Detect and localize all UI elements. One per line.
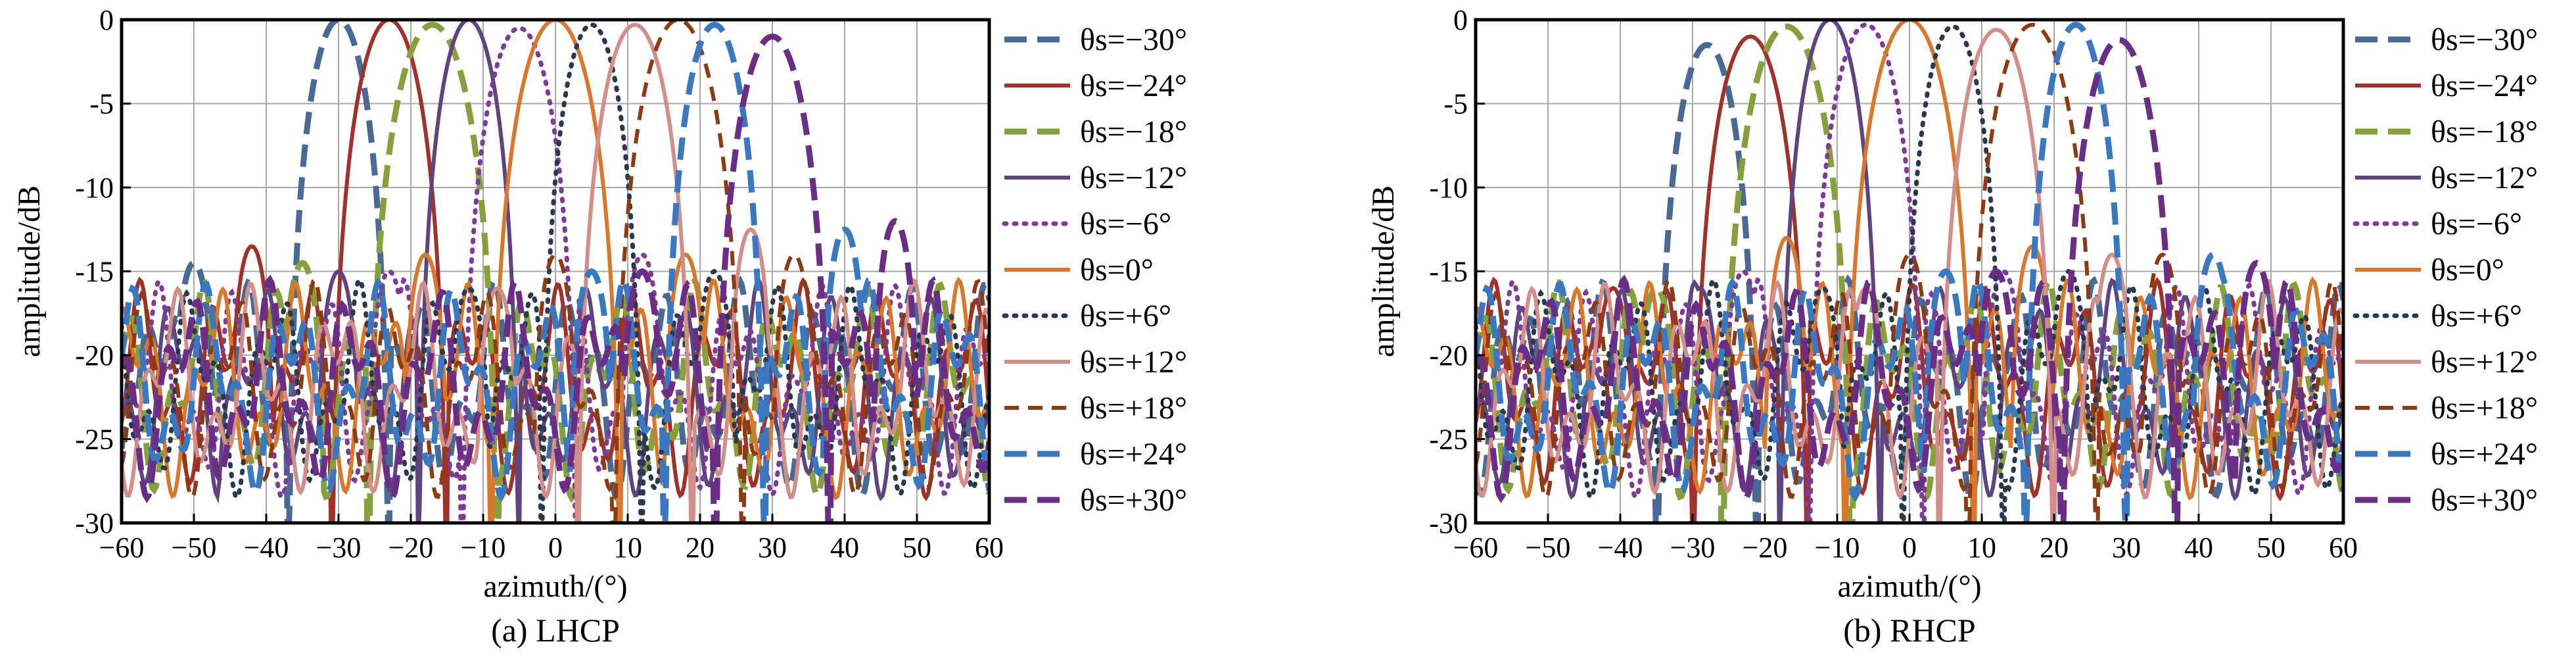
legend-label: θs=−12°	[1080, 161, 1187, 195]
y-tick-label: 0	[99, 4, 114, 36]
panel-caption: (a) LHCP	[491, 612, 620, 649]
legend-label: θs=0°	[1080, 253, 1154, 287]
legend-label: θs=+24°	[1080, 437, 1187, 472]
y-tick-label: -20	[75, 339, 114, 372]
y-tick-label: -10	[1429, 172, 1468, 204]
series-line	[122, 22, 989, 523]
legend-label: θs=+6°	[2431, 299, 2522, 334]
series-line	[122, 33, 989, 523]
x-tick-label: 50	[902, 531, 931, 564]
x-tick-label: 0	[1902, 531, 1917, 564]
series-line	[1476, 37, 2343, 523]
x-tick-label: 20	[686, 531, 714, 564]
y-tick-label: 0	[1453, 4, 1468, 36]
legend-label: θs=−6°	[2431, 207, 2522, 241]
x-tick-label: 50	[2257, 531, 2285, 564]
y-tick-label: -30	[75, 507, 114, 539]
x-tick-label: −30	[1670, 531, 1716, 564]
x-tick-label: −50	[1526, 531, 1571, 564]
x-tick-label: 30	[758, 531, 787, 564]
legend-label: θs=−12°	[2431, 161, 2538, 195]
legend-label: θs=+18°	[1080, 391, 1187, 426]
y-tick-label: -20	[1429, 339, 1468, 372]
series-line	[1476, 23, 2343, 523]
x-tick-label: −20	[388, 531, 434, 564]
y-axis-label: amplitude/dB	[1366, 185, 1401, 357]
x-tick-label: 30	[2112, 531, 2141, 564]
y-tick-label: -30	[1429, 507, 1468, 539]
x-tick-label: −10	[461, 531, 506, 564]
legend-label: θs=+12°	[2431, 345, 2538, 380]
x-tick-label: 20	[2040, 531, 2069, 564]
x-tick-label: 60	[975, 531, 1004, 564]
y-tick-label: -10	[75, 172, 114, 204]
series-line	[122, 20, 989, 523]
x-tick-label: −60	[99, 531, 145, 564]
x-tick-label: 40	[830, 531, 859, 564]
legend-label: θs=+24°	[2431, 437, 2538, 472]
series-line	[122, 22, 989, 523]
legend-label: θs=−6°	[1080, 207, 1171, 241]
x-tick-label: 60	[2329, 531, 2358, 564]
series-line	[1476, 22, 2343, 523]
legend-label: θs=−30°	[2431, 22, 2538, 57]
legend-label: θs=0°	[2431, 253, 2504, 287]
x-axis-label: azimuth/(°)	[1837, 569, 1981, 604]
legend-label: θs=+30°	[1080, 483, 1187, 518]
x-tick-label: −60	[1453, 531, 1499, 564]
panel-rhcp: −60 −50 −40 −30 −20 −10 0 10 20 30 40 50 60 0 -5 -10 -15…	[1366, 4, 2538, 649]
series-group	[122, 20, 989, 523]
legend-label: θs=−30°	[1080, 22, 1187, 57]
legend: θs=−30° θs=−24° θs=−18° θs=−12° θs=−6° θs=0° θ…	[1002, 22, 1187, 518]
legend-label: θs=+6°	[1080, 299, 1171, 334]
x-tick-label: 40	[2184, 531, 2213, 564]
legend: θs=−30° θs=−24° θs=−18° θs=−12° θs=−6° θs=0° θ…	[2353, 22, 2538, 518]
x-tick-label: 10	[1967, 531, 1996, 564]
y-tick-label: -5	[89, 88, 114, 120]
legend-label: θs=+18°	[2431, 391, 2538, 426]
x-tick-label: −50	[172, 531, 217, 564]
legend-label: θs=−24°	[2431, 68, 2538, 103]
y-tick-label: -15	[1429, 256, 1468, 288]
x-tick-label: −40	[244, 531, 289, 564]
y-tick-label: -25	[1429, 424, 1468, 456]
y-tick-label: -25	[75, 424, 114, 456]
x-axis-label: azimuth/(°)	[483, 569, 627, 604]
legend-label: θs=−18°	[1080, 114, 1187, 149]
y-axis-label: amplitude/dB	[12, 185, 47, 357]
x-tick-label: −20	[1743, 531, 1788, 564]
series-line	[1476, 20, 2343, 523]
panel-lhcp: −60 −50 −40 −30 −20 −10 0 10 20 30 40 50 60 0 -5 -10 -15…	[12, 4, 1187, 649]
legend-label: θs=+30°	[2431, 483, 2538, 518]
series-line	[1476, 22, 2343, 523]
grid	[122, 20, 989, 523]
y-tick-label: -5	[1443, 88, 1468, 120]
x-tick-label: −40	[1598, 531, 1643, 564]
legend-label: θs=−24°	[1080, 68, 1187, 103]
series-group	[1476, 20, 2343, 523]
panel-caption: (b) RHCP	[1843, 612, 1975, 649]
x-tick-label: −30	[316, 531, 362, 564]
legend-label: θs=+12°	[1080, 345, 1187, 380]
legend-label: θs=−18°	[2431, 114, 2538, 149]
x-tick-label: −10	[1815, 531, 1860, 564]
y-tick-label: -15	[75, 256, 114, 288]
x-tick-label: 0	[548, 531, 563, 564]
x-tick-label: 10	[613, 531, 642, 564]
series-line	[122, 26, 989, 523]
